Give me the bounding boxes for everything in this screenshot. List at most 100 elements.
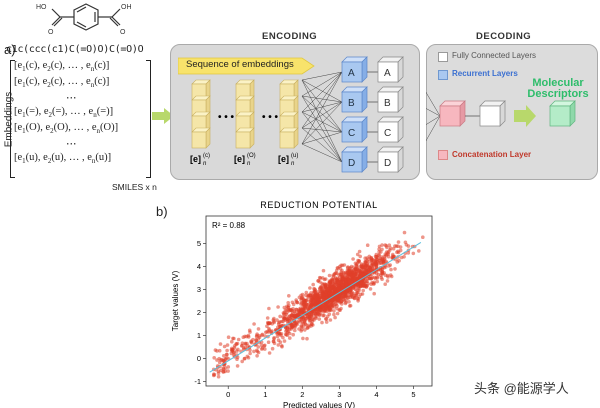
data-point (316, 293, 321, 298)
data-point (311, 282, 315, 287)
data-point (321, 268, 326, 273)
data-point (374, 265, 379, 270)
data-point (299, 325, 304, 329)
data-point (387, 243, 392, 247)
data-point (226, 335, 231, 339)
connection-line (301, 71, 343, 113)
fc-cube (479, 100, 506, 127)
data-point (236, 347, 240, 352)
r-squared-annotation: R² = 0.88 (212, 221, 246, 230)
svg-text:OH: OH (121, 4, 132, 11)
matrix-row: [e1(c), e2(c), … , en(c)] (14, 76, 110, 90)
dense-cube (377, 146, 404, 173)
data-point (380, 277, 384, 281)
data-point (301, 297, 306, 301)
data-point (324, 320, 329, 324)
decoder-connection (426, 115, 441, 142)
data-point (324, 282, 328, 287)
encoder-diagram: [e] n(c) [e] n(O) [e] n(u)• • • • • •A AB BC CD D (190, 56, 404, 173)
data-point (267, 351, 272, 355)
data-point (289, 308, 294, 313)
data-point (297, 295, 302, 300)
data-point (334, 302, 339, 306)
data-point (276, 332, 280, 336)
data-point (348, 287, 352, 292)
data-point (351, 257, 355, 261)
data-point (305, 298, 309, 302)
data-point (322, 313, 326, 318)
data-point (371, 263, 375, 268)
output-arrow (514, 105, 536, 127)
data-point (332, 272, 337, 277)
matrix-row: [e1(c), e2(c), … , en(c)] (14, 60, 110, 74)
dense-cube (377, 86, 404, 113)
data-point (221, 367, 226, 371)
recurrent-cube (341, 56, 368, 83)
data-point (278, 314, 282, 319)
data-point (382, 254, 387, 259)
data-point (299, 327, 304, 332)
data-point (354, 293, 359, 298)
data-point (256, 350, 261, 355)
encoding-title: ENCODING (262, 31, 318, 42)
data-point (358, 254, 362, 259)
scatter-chart: REDUCTION POTENTIAL 0 1 2 3 4 5 -1 0 1 2 3 4 5 Predict… (171, 200, 433, 408)
x-tick-label: 3 (337, 390, 341, 399)
data-point (285, 308, 289, 312)
data-point (307, 323, 311, 328)
data-point (248, 351, 252, 356)
data-point (223, 358, 228, 362)
data-point (260, 332, 265, 337)
embeddings-matrix: Embeddings [e1(c), e2(c), … , en(c)] [e1(… (0, 58, 160, 188)
sequence-label: Sequence of embeddings (186, 59, 294, 70)
output-cube (549, 100, 576, 127)
watermark: 头条 @能源学人 (474, 381, 569, 396)
data-point (383, 282, 387, 286)
data-point (403, 240, 408, 245)
matrix-left-bracket (10, 60, 15, 178)
data-point (213, 348, 218, 352)
connection-line (301, 95, 343, 163)
fit-line (209, 241, 422, 373)
data-point (380, 269, 384, 274)
data-point (335, 280, 340, 285)
data-point (301, 303, 305, 308)
data-point (323, 277, 328, 281)
data-point (339, 280, 344, 285)
data-point (320, 276, 325, 280)
data-point (309, 322, 314, 326)
data-point (383, 273, 388, 277)
data-point (344, 275, 348, 279)
y-tick-label: 5 (197, 239, 201, 248)
svg-text:O: O (48, 29, 54, 36)
data-point (362, 262, 366, 267)
embedding-sup: (O) (247, 153, 256, 159)
data-point (360, 268, 364, 273)
data-point (247, 328, 252, 333)
data-point (375, 275, 379, 279)
connection-line (301, 79, 343, 163)
matrix-right-bracket (146, 60, 151, 178)
data-point (232, 353, 236, 358)
stack-ellipsis: • • • (218, 112, 235, 123)
y-tick-label: 2 (197, 308, 201, 317)
decoding-title: DECODING (476, 31, 532, 42)
x-axis-label: Predicted values (V) (283, 401, 355, 408)
decoder-connection (426, 115, 441, 125)
data-point (397, 258, 401, 263)
data-point (256, 345, 261, 349)
data-point (263, 334, 267, 338)
data-point (359, 264, 364, 269)
data-point (320, 281, 324, 286)
data-point (235, 357, 239, 361)
data-point (284, 329, 288, 334)
y-tick-label: -1 (194, 377, 201, 386)
data-point (303, 318, 307, 323)
data-point (347, 268, 351, 273)
legend-fc-swatch (438, 52, 448, 62)
data-point (343, 293, 348, 298)
data-point (421, 235, 425, 239)
data-point (292, 309, 297, 314)
data-point (286, 301, 290, 305)
data-point (354, 284, 358, 288)
